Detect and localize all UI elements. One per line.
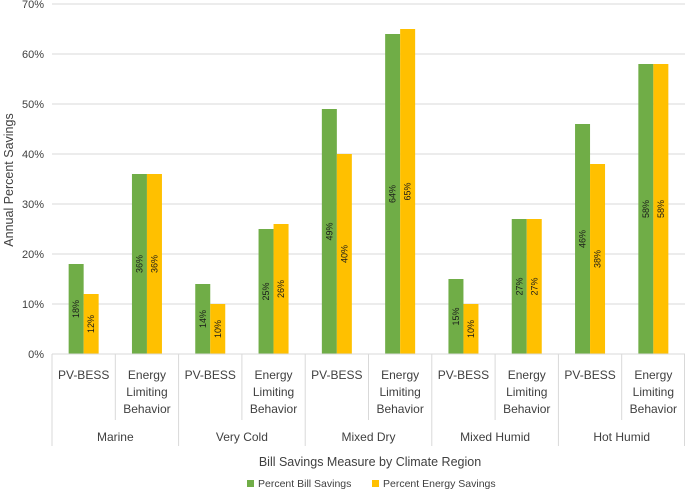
data-label: 14% — [198, 310, 208, 328]
x-category-label: Behavior — [503, 402, 550, 416]
bars — [68, 29, 669, 354]
data-label: 49% — [324, 222, 334, 240]
x-category-label: Limiting — [506, 385, 547, 399]
bar-energy — [83, 294, 99, 354]
legend-label: Percent Bill Savings — [258, 478, 351, 490]
y-axis-ticks: 0% 10% 20% 30% 40% 50% 60% 70% — [22, 0, 44, 361]
x-group-label: Mixed Dry — [341, 430, 395, 444]
x-category-label: Limiting — [253, 385, 294, 399]
bar-energy — [653, 64, 669, 354]
x-group-label: Mixed Humid — [460, 430, 530, 444]
data-label: 46% — [578, 230, 588, 248]
legend-swatch — [247, 480, 254, 487]
data-label: 18% — [71, 300, 81, 318]
bar-energy — [400, 29, 416, 354]
x-category-label: Behavior — [630, 402, 677, 416]
data-label: 12% — [86, 315, 96, 333]
y-tick-label: 70% — [22, 0, 44, 11]
data-label: 36% — [149, 255, 159, 273]
x-axis: PV-BESS Energy Limiting Behavior Marine PV-BE… — [51, 353, 685, 446]
bar-bill — [321, 109, 337, 354]
bar-bill — [195, 284, 211, 354]
x-category-label: Behavior — [123, 402, 170, 416]
x-category-label: Energy — [128, 368, 166, 382]
bar-energy — [463, 304, 479, 354]
x-category-label: Energy — [381, 368, 419, 382]
x-group-label: Very Cold — [216, 430, 268, 444]
y-axis-title: Annual Percent Savings — [2, 113, 16, 246]
bar-bill — [68, 264, 84, 354]
x-category-label: PV-BESS — [311, 368, 362, 382]
bar-energy — [210, 304, 226, 354]
y-tick-label: 30% — [22, 199, 44, 211]
data-label: 58% — [656, 200, 666, 218]
x-category-label: PV-BESS — [564, 368, 615, 382]
bar-bill — [385, 34, 401, 354]
data-label: 10% — [466, 320, 476, 338]
x-category-label: PV-BESS — [58, 368, 109, 382]
data-label: 40% — [339, 245, 349, 263]
x-group-label: Marine — [97, 430, 134, 444]
y-tick-label: 0% — [28, 349, 44, 361]
data-label: 26% — [276, 280, 286, 298]
data-label: 64% — [388, 185, 398, 203]
x-category-label: Behavior — [250, 402, 297, 416]
bar-bill — [511, 219, 527, 354]
data-label: 27% — [529, 277, 539, 295]
data-labels: 18% 12% 36% 36% 14% 10% 25% 26% 49% 40% 64% 65% 15% 1… — [71, 182, 666, 338]
legend-label: Percent Energy Savings — [383, 478, 496, 490]
bar-energy — [273, 224, 289, 354]
bar-energy — [526, 219, 542, 354]
x-category-label: Energy — [255, 368, 293, 382]
y-tick-label: 50% — [22, 99, 44, 111]
data-label: 38% — [593, 250, 603, 268]
data-label: 27% — [514, 277, 524, 295]
bar-energy — [146, 174, 162, 354]
bar-bill — [448, 279, 464, 354]
x-category-label: PV-BESS — [438, 368, 489, 382]
data-label: 25% — [261, 282, 271, 300]
bar-energy — [590, 164, 606, 354]
legend-swatch — [372, 480, 379, 487]
y-tick-label: 40% — [22, 149, 44, 161]
data-label: 58% — [641, 200, 651, 218]
x-category-label: Behavior — [376, 402, 423, 416]
data-label: 36% — [134, 255, 144, 273]
bar-bill — [131, 174, 147, 354]
x-category-label: Limiting — [379, 385, 420, 399]
bar-energy — [336, 154, 352, 354]
x-category-label: Energy — [634, 368, 672, 382]
y-tick-label: 10% — [22, 299, 44, 311]
x-category-label: Energy — [508, 368, 546, 382]
y-tick-label: 20% — [22, 249, 44, 261]
legend: Percent Bill Savings Percent Energy Savin… — [247, 478, 496, 490]
x-category-label: PV-BESS — [185, 368, 236, 382]
x-category-label: Limiting — [633, 385, 674, 399]
x-group-label: Hot Humid — [593, 430, 650, 444]
x-axis-title: Bill Savings Measure by Climate Region — [259, 455, 481, 469]
bar-bill — [575, 124, 591, 354]
bar-bill — [258, 229, 274, 354]
data-label: 65% — [403, 182, 413, 200]
y-tick-label: 60% — [22, 49, 44, 61]
bar-bill — [638, 64, 654, 354]
x-category-label: Limiting — [126, 385, 167, 399]
data-label: 15% — [451, 307, 461, 325]
data-label: 10% — [213, 320, 223, 338]
